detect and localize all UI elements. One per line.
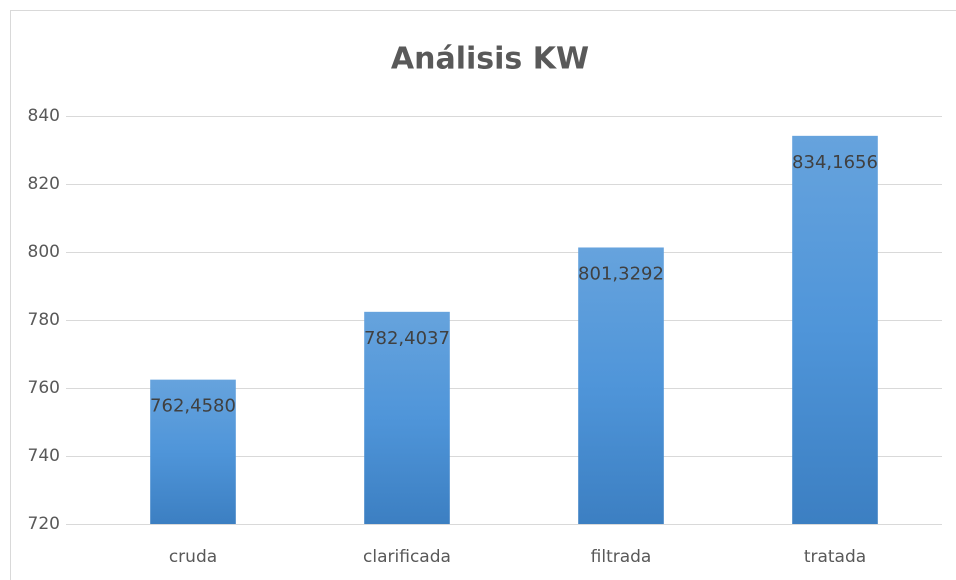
chart-title: Análisis KW [391, 42, 589, 77]
x-tick-label: tratada [804, 547, 866, 567]
bar [792, 135, 878, 524]
bar [364, 311, 450, 524]
y-tick-label: 840 [28, 106, 60, 126]
x-tick-label: filtrada [591, 547, 652, 567]
y-tick-label: 740 [28, 446, 60, 466]
y-tick-label: 820 [28, 174, 60, 194]
y-tick-label: 720 [28, 514, 60, 534]
data-label: 762,4580 [150, 396, 236, 417]
bar [150, 379, 236, 524]
data-label: 834,1656 [792, 152, 878, 173]
bar [578, 247, 664, 524]
data-label: 801,3292 [578, 263, 664, 284]
y-tick-label: 760 [28, 378, 60, 398]
y-tick-label: 780 [28, 310, 60, 330]
data-label: 782,4037 [364, 328, 450, 349]
x-tick-label: cruda [169, 547, 217, 567]
y-tick-label: 800 [28, 242, 60, 262]
x-tick-label: clarificada [363, 547, 451, 567]
